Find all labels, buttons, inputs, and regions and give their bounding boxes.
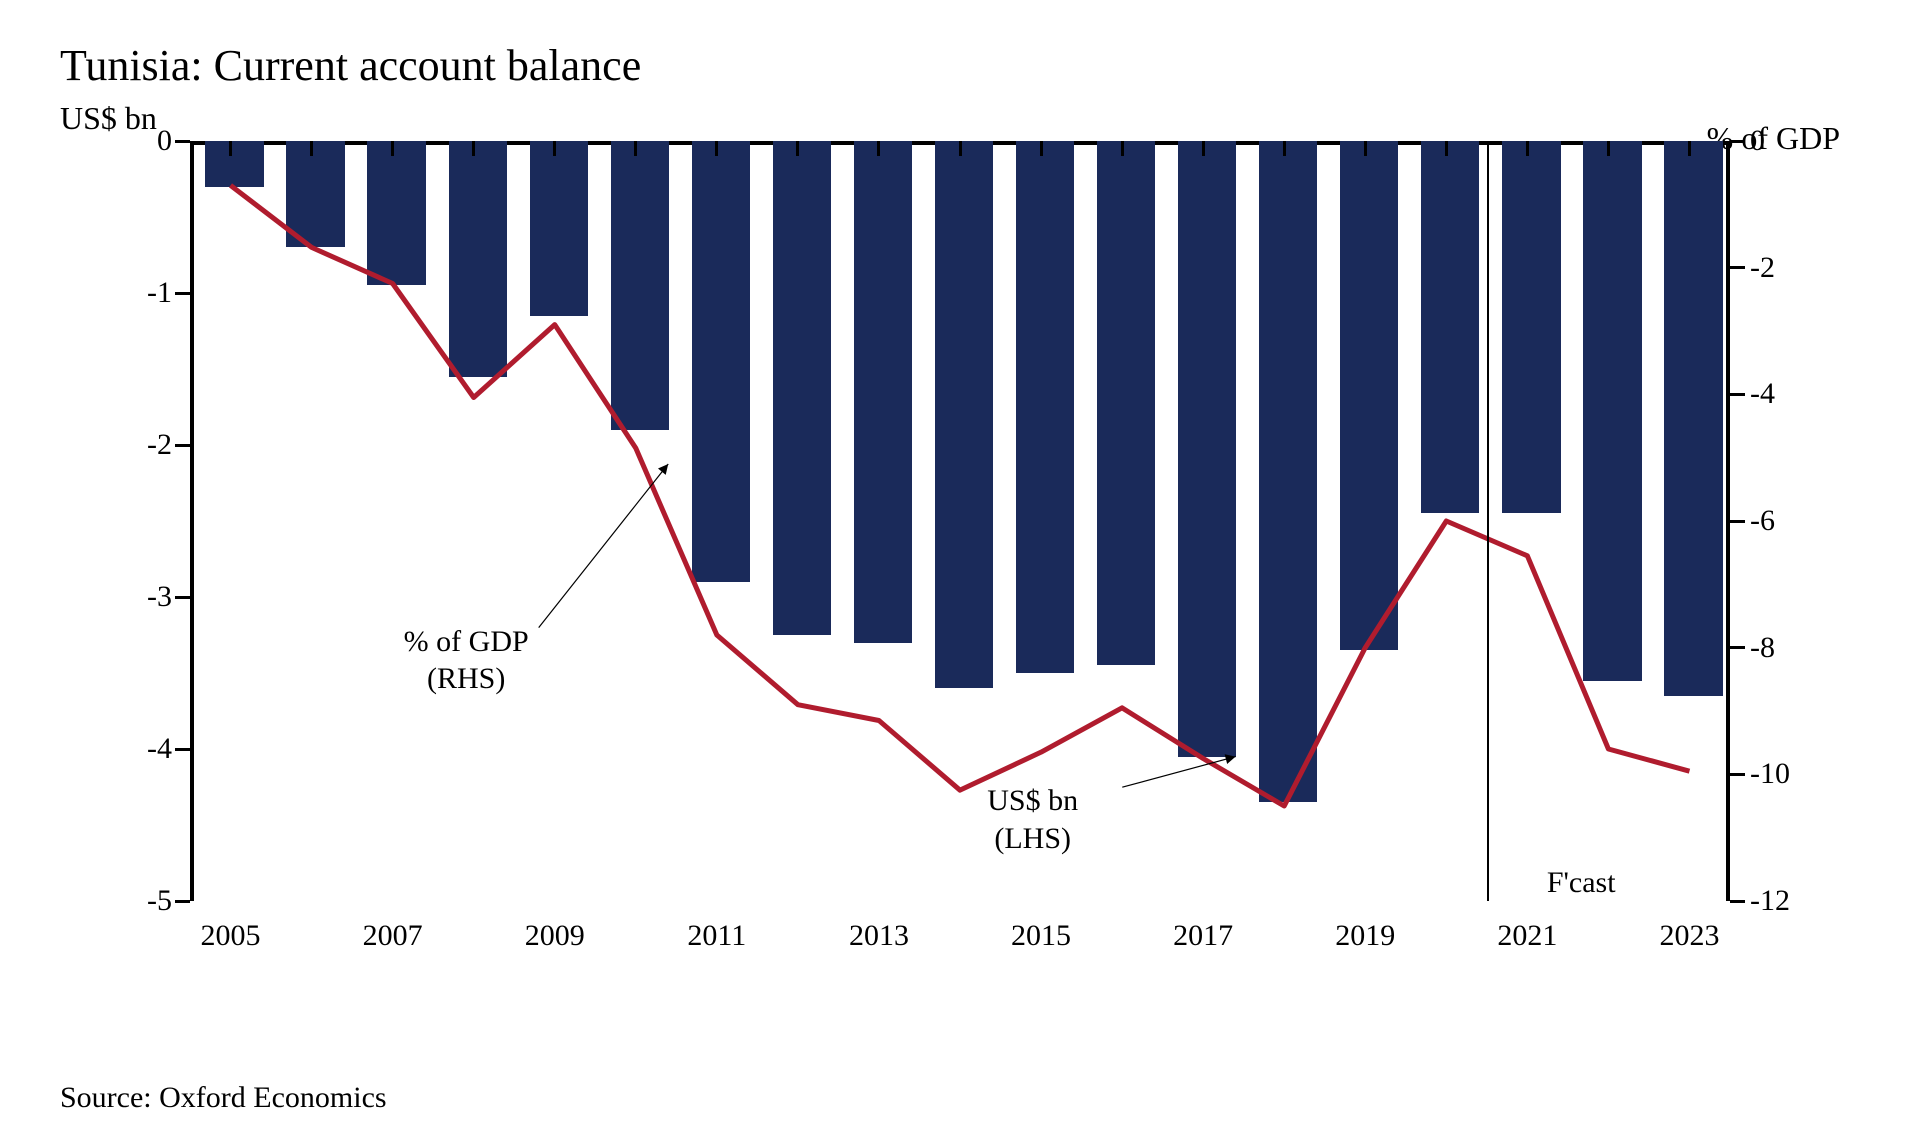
primary-y-tick: -4 — [147, 732, 172, 766]
x-tick-mark — [796, 141, 799, 156]
x-tick-label: 2021 — [1497, 919, 1557, 953]
x-tick-label: 2017 — [1173, 919, 1233, 953]
secondary-y-tick: 0 — [1750, 124, 1765, 158]
x-tick-mark — [1688, 141, 1691, 156]
primary-y-tick-mark — [175, 900, 190, 903]
primary-y-axis-label: US$ bn — [60, 100, 157, 137]
x-tick-mark — [1283, 141, 1286, 156]
x-tick-mark — [959, 141, 962, 156]
primary-y-tick-mark — [175, 140, 190, 143]
secondary-y-tick: -12 — [1750, 884, 1790, 918]
secondary-y-tick-mark — [1730, 266, 1745, 269]
x-tick-mark — [553, 141, 556, 156]
x-tick-mark — [1445, 141, 1448, 156]
primary-y-tick-mark — [175, 444, 190, 447]
primary-y-tick: -5 — [147, 884, 172, 918]
x-tick-mark — [229, 141, 232, 156]
x-tick-mark — [634, 141, 637, 156]
x-tick-label: 2013 — [849, 919, 909, 953]
annotation-label: % of GDP (RHS) — [404, 623, 529, 698]
secondary-y-tick: -4 — [1750, 377, 1775, 411]
source-text: Source: Oxford Economics — [60, 1081, 387, 1115]
x-tick-mark — [1607, 141, 1610, 156]
x-tick-label: 2023 — [1659, 919, 1719, 953]
primary-y-tick-mark — [175, 596, 190, 599]
x-tick-label: 2005 — [201, 919, 261, 953]
secondary-y-tick-mark — [1730, 646, 1745, 649]
x-tick-label: 2019 — [1335, 919, 1395, 953]
secondary-y-tick: -2 — [1750, 251, 1775, 285]
primary-y-tick: -3 — [147, 580, 172, 614]
primary-y-tick: -1 — [147, 276, 172, 310]
x-tick-mark — [1364, 141, 1367, 156]
chart-title: Tunisia: Current account balance — [60, 40, 1860, 91]
x-tick-mark — [472, 141, 475, 156]
x-tick-mark — [391, 141, 394, 156]
chart-container: 0-1-2-3-4-50-2-4-6-8-10-1220052007200920… — [130, 141, 1850, 961]
secondary-y-tick-mark — [1730, 900, 1745, 903]
line-series-svg — [190, 141, 1730, 901]
primary-y-tick: 0 — [157, 124, 172, 158]
secondary-y-tick: -6 — [1750, 504, 1775, 538]
x-tick-label: 2007 — [363, 919, 423, 953]
x-tick-mark — [1526, 141, 1529, 156]
primary-y-tick-mark — [175, 748, 190, 751]
primary-y-tick: -2 — [147, 428, 172, 462]
x-tick-label: 2009 — [525, 919, 585, 953]
forecast-label: F'cast — [1547, 866, 1616, 900]
secondary-y-tick: -8 — [1750, 631, 1775, 665]
primary-y-tick-mark — [175, 292, 190, 295]
x-tick-mark — [1040, 141, 1043, 156]
x-tick-mark — [715, 141, 718, 156]
x-tick-mark — [1121, 141, 1124, 156]
x-tick-mark — [310, 141, 313, 156]
x-tick-label: 2011 — [687, 919, 746, 953]
secondary-y-tick-mark — [1730, 773, 1745, 776]
forecast-divider — [1487, 141, 1489, 901]
x-tick-label: 2015 — [1011, 919, 1071, 953]
x-tick-mark — [1202, 141, 1205, 156]
secondary-y-tick-mark — [1730, 140, 1745, 143]
annotation-label: US$ bn (LHS) — [987, 782, 1078, 857]
secondary-y-tick: -10 — [1750, 757, 1790, 791]
secondary-y-tick-mark — [1730, 393, 1745, 396]
x-tick-mark — [877, 141, 880, 156]
line-series — [231, 185, 1690, 806]
secondary-y-tick-mark — [1730, 520, 1745, 523]
